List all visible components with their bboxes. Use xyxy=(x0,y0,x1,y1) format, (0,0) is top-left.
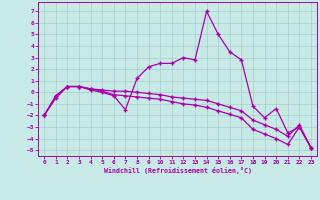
X-axis label: Windchill (Refroidissement éolien,°C): Windchill (Refroidissement éolien,°C) xyxy=(104,167,252,174)
